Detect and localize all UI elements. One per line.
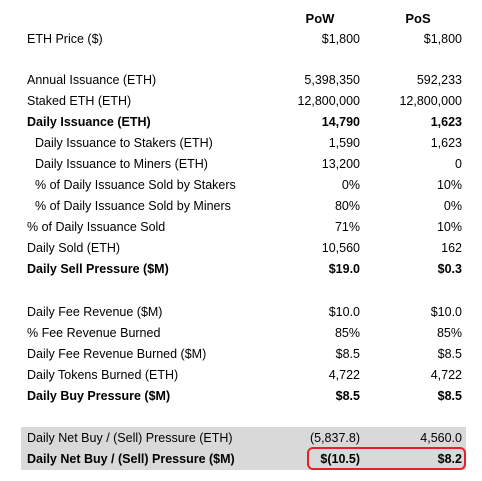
pow-value: 85% xyxy=(334,326,360,340)
row-label: Daily Net Buy / (Sell) Pressure ($M) xyxy=(27,452,235,466)
pos-value: 10% xyxy=(436,178,462,192)
table-row-daily-sold: Daily Sold (ETH) 10,560 162 xyxy=(0,238,482,259)
pos-value: 10% xyxy=(436,220,462,234)
pos-value: 85% xyxy=(436,326,462,340)
row-label: Daily Tokens Burned (ETH) xyxy=(27,368,179,382)
pow-value: 80% xyxy=(334,199,360,213)
table-row-daily-issuance: Daily Issuance (ETH) 14,790 1,623 xyxy=(0,112,482,133)
table-row-daily-fee-revenue: Daily Fee Revenue ($M) $10.0 $10.0 xyxy=(0,302,482,323)
pos-value: $10.0 xyxy=(430,305,462,319)
row-label: Annual Issuance (ETH) xyxy=(27,73,157,87)
row-label: Daily Issuance (ETH) xyxy=(27,115,151,129)
pow-value: 0% xyxy=(341,178,360,192)
row-label: Daily Issuance to Stakers (ETH) xyxy=(35,136,213,150)
pos-value: 592,233 xyxy=(416,73,462,87)
table-row-net-pressure-usd: Daily Net Buy / (Sell) Pressure ($M) $(1… xyxy=(0,449,482,470)
pos-value: 1,623 xyxy=(430,115,462,129)
table-row-tokens-burned: Daily Tokens Burned (ETH) 4,722 4,722 xyxy=(0,365,482,386)
pow-value: 13,200 xyxy=(321,157,360,171)
table-row-issuance-to-miners: Daily Issuance to Miners (ETH) 13,200 0 xyxy=(0,154,482,175)
table-row-staked-eth: Staked ETH (ETH) 12,800,000 12,800,000 xyxy=(0,91,482,112)
column-header-pow: PoW xyxy=(305,11,335,26)
pos-value: 0 xyxy=(455,157,462,171)
row-label: Daily Issuance to Miners (ETH) xyxy=(35,157,208,171)
pow-value: $1,800 xyxy=(321,32,360,46)
pow-value: $10.0 xyxy=(328,305,360,319)
row-label: % of Daily Issuance Sold by Stakers xyxy=(35,178,236,192)
pow-value: 71% xyxy=(334,220,360,234)
highlight-outline xyxy=(307,447,466,470)
table-row-issuance-to-stakers: Daily Issuance to Stakers (ETH) 1,590 1,… xyxy=(0,133,482,154)
row-label: Daily Net Buy / (Sell) Pressure (ETH) xyxy=(27,431,233,445)
pow-value: 1,590 xyxy=(328,136,360,150)
pos-value: 0% xyxy=(443,199,462,213)
row-label: Daily Sold (ETH) xyxy=(27,241,121,255)
pos-value: 12,800,000 xyxy=(399,94,462,108)
pos-value: 1,623 xyxy=(430,136,462,150)
row-label: % of Daily Issuance Sold xyxy=(27,220,166,234)
pow-value: 10,560 xyxy=(321,241,360,255)
table-row-pct-issuance-sold: % of Daily Issuance Sold 71% 10% xyxy=(0,217,482,238)
table-row-net-pressure-eth: Daily Net Buy / (Sell) Pressure (ETH) (5… xyxy=(0,428,482,449)
pow-value: $19.0 xyxy=(328,262,360,276)
pow-value: $(10.5) xyxy=(320,452,360,466)
row-label: % Fee Revenue Burned xyxy=(27,326,161,340)
pow-value: 4,722 xyxy=(328,368,360,382)
pow-value: $8.5 xyxy=(335,389,360,403)
row-label: Daily Fee Revenue Burned ($M) xyxy=(27,347,207,361)
row-label: Daily Sell Pressure ($M) xyxy=(27,262,169,276)
row-label: Staked ETH (ETH) xyxy=(27,94,132,108)
table-row-annual-issuance: Annual Issuance (ETH) 5,398,350 592,233 xyxy=(0,70,482,91)
pow-value: 5,398,350 xyxy=(304,73,360,87)
pos-value: 4,722 xyxy=(430,368,462,382)
table-row-daily-buy-pressure: Daily Buy Pressure ($M) $8.5 $8.5 xyxy=(0,386,482,407)
table-row-pct-fee-burned: % Fee Revenue Burned 85% 85% xyxy=(0,323,482,344)
pos-value: 162 xyxy=(441,241,462,255)
row-label: Daily Fee Revenue ($M) xyxy=(27,305,163,319)
table-row-pct-sold-by-miners: % of Daily Issuance Sold by Miners 80% 0… xyxy=(0,196,482,217)
row-label: Daily Buy Pressure ($M) xyxy=(27,389,171,403)
table-row-eth-price: ETH Price ($) $1,800 $1,800 xyxy=(0,29,482,50)
pow-value: $8.5 xyxy=(335,347,360,361)
row-label: ETH Price ($) xyxy=(27,32,103,46)
pos-value: $8.2 xyxy=(437,452,462,466)
pow-value: 14,790 xyxy=(321,115,360,129)
pos-value: 4,560.0 xyxy=(420,431,462,445)
pos-value: $8.5 xyxy=(437,389,462,403)
pos-value: $0.3 xyxy=(437,262,462,276)
pos-value: $1,800 xyxy=(423,32,462,46)
table-row-fee-revenue-burned: Daily Fee Revenue Burned ($M) $8.5 $8.5 xyxy=(0,344,482,365)
pos-value: $8.5 xyxy=(437,347,462,361)
pow-value: 12,800,000 xyxy=(297,94,360,108)
pow-value: (5,837.8) xyxy=(309,431,360,445)
table-row-pct-sold-by-stakers: % of Daily Issuance Sold by Stakers 0% 1… xyxy=(0,175,482,196)
row-label: % of Daily Issuance Sold by Miners xyxy=(35,199,231,213)
column-header-pos: PoS xyxy=(405,11,431,26)
table-row-daily-sell-pressure: Daily Sell Pressure ($M) $19.0 $0.3 xyxy=(0,259,482,280)
